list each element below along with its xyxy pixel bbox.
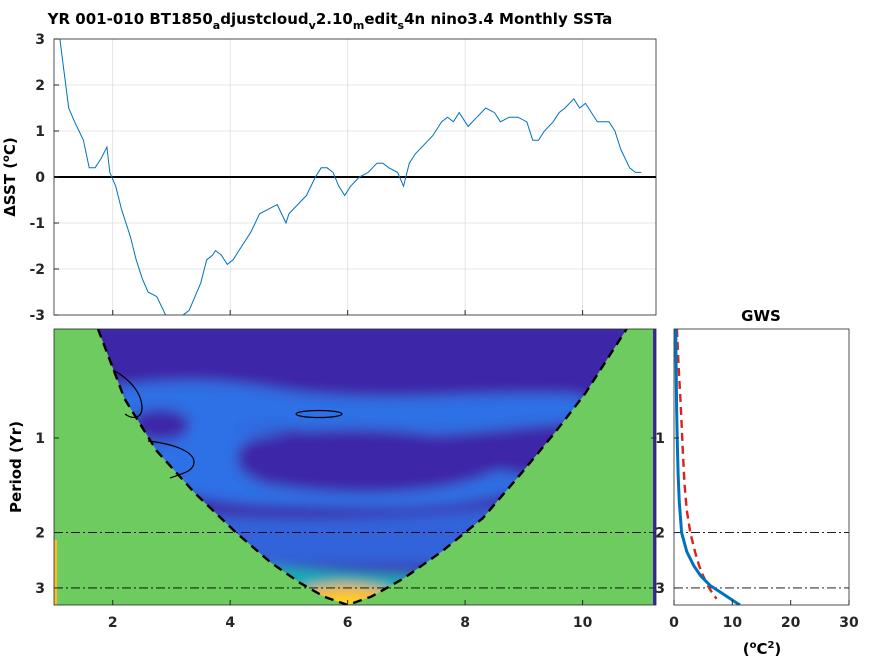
x-tick-label: 6	[343, 615, 353, 631]
x-tick-label: 10	[573, 615, 593, 631]
y-tick-label: 2	[35, 78, 45, 94]
timeseries-y-axis-label: ΔSST (oC)	[1, 137, 19, 217]
significance-contour-left	[112, 369, 143, 418]
significance-contour-center	[295, 409, 343, 419]
ylabel-text: ΔSST (	[1, 162, 19, 217]
x-tick-label: 30	[839, 615, 859, 631]
y-tick-label: -2	[29, 262, 45, 278]
y-tick-label: 1	[35, 124, 45, 140]
y-tick-label: 2	[655, 526, 665, 542]
title-fragment: djustcloud	[220, 10, 308, 28]
figure-title: YR 001-010 BT1850adjustcloudv2.10medits4…	[47, 10, 613, 32]
ylabel-unit: C)	[1, 137, 19, 155]
xlabel-open: (	[743, 640, 750, 656]
sst-anomaly-series-line	[59, 39, 642, 315]
timeseries-panel: -3 -2 -1 0 1 2 3 ΔSST (oC)	[1, 32, 657, 324]
xlabel-squared-sup: 2	[767, 640, 774, 651]
x-tick-label: 0	[669, 615, 679, 631]
y-tick-label: 3	[35, 581, 45, 597]
y-tick-label: 1	[35, 431, 45, 447]
wavelet-reference-period-lines	[54, 532, 656, 589]
x-tick-label: 20	[781, 615, 801, 631]
timeseries-x-ticks	[112, 310, 584, 315]
wavelet-y-axis-label: Period (Yr)	[7, 421, 25, 513]
y-tick-label: 0	[35, 170, 45, 186]
gws-plot-area	[674, 329, 849, 605]
wavelet-axes-box	[53, 328, 657, 606]
xlabel-degree-sup: o	[750, 640, 757, 651]
gws-spectrum-line	[674, 329, 741, 605]
title-fragment: 2.10	[316, 10, 353, 28]
x-tick-label: 4	[225, 615, 235, 631]
y-tick-label: -3	[29, 308, 45, 324]
ylabel-degree-sup: o	[1, 155, 12, 162]
gws-panel: GWS 123 0 10 20 30 (oC2)	[655, 307, 859, 656]
timeseries-y-ticks: -3 -2 -1 0 1 2 3	[29, 32, 59, 324]
gws-title: GWS	[741, 307, 781, 325]
wavelet-x-ticks: 2 4 6 8 10	[108, 600, 593, 631]
title-fragment: edit	[364, 10, 397, 28]
wavelet-y-ticks: 1 2 3	[35, 431, 656, 597]
title-subscript-fragment: v	[309, 19, 317, 32]
x-tick-label: 10	[723, 615, 743, 631]
xlabel-close: )	[774, 640, 781, 656]
x-tick-label: 8	[460, 615, 470, 631]
x-tick-label: 2	[108, 615, 118, 631]
gws-x-axis-label: (oC2)	[743, 640, 782, 656]
xlabel-unit: C	[756, 640, 767, 656]
title-subscript-fragment: a	[213, 19, 220, 32]
title-subscript-fragment: m	[353, 19, 364, 32]
gws-axes-box	[673, 328, 850, 606]
y-tick-label: -1	[29, 216, 45, 232]
gws-x-ticks: 0 10 20 30	[669, 600, 859, 631]
y-tick-label: 2	[35, 526, 45, 542]
cone-of-influence-line	[96, 329, 628, 605]
left-edge-strip	[54, 540, 57, 605]
wavelet-panel: 1 2 3 2 4 6 8 10 Period (Yr)	[7, 328, 657, 631]
title-fragment: YR 001-010 BT1850	[47, 10, 213, 28]
title-subscript-fragment: s	[398, 19, 405, 32]
title-fragment: 4n nino3.4 Monthly SSTa	[404, 10, 612, 28]
gws-y-ticks: 1 2 3	[655, 431, 679, 597]
right-edge-strip	[653, 329, 656, 605]
gws-reference-period-lines	[674, 532, 849, 589]
y-tick-label: 1	[655, 431, 665, 447]
y-tick-label: 3	[35, 32, 45, 48]
y-tick-label: 3	[655, 581, 665, 597]
